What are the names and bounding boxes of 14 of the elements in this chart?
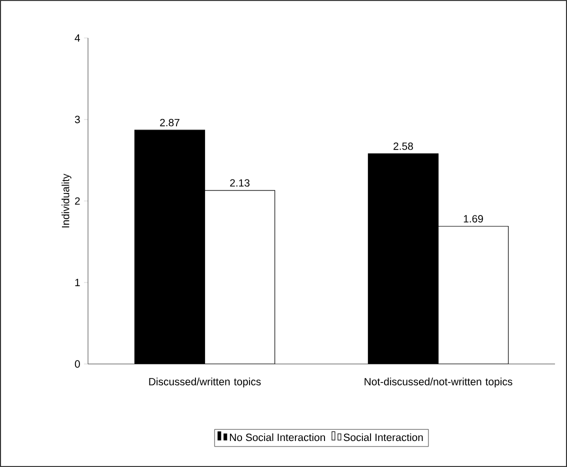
data-label: 2.58: [394, 142, 413, 150]
data-label: 2.87: [160, 118, 180, 126]
x-tick-label: Not-discussed/not-written topics: [364, 378, 512, 388]
y-tick-label: 3: [74, 116, 80, 124]
legend-label: Social Interaction: [344, 433, 423, 442]
y-tick-label: 2: [75, 197, 80, 205]
y-tick-label: 0: [74, 360, 80, 368]
x-tick-label: Discussed/written topics: [149, 378, 261, 388]
y-axis-title: Individuality: [62, 174, 72, 228]
legend-label: No Social Interaction: [230, 433, 325, 442]
data-label: 1.69: [464, 215, 483, 222]
data-label: 2.13: [230, 179, 250, 187]
y-tick-label: 1: [75, 278, 80, 286]
y-tick-label: 4: [74, 34, 80, 42]
